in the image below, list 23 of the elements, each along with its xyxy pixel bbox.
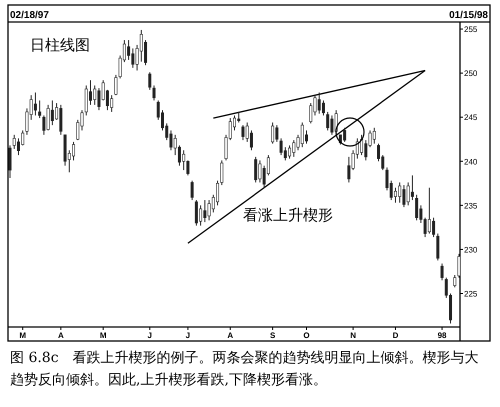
text: 02/18/97 bbox=[10, 10, 50, 21]
caption: 图 6.8c 看跌上升楔形的例子。两条会聚的趋势线明显向上倾斜。楔形与大趋势反向倾斜。因此,上升楔形看跌,下降楔形看涨。 bbox=[10, 350, 479, 388]
x-tick-label: D bbox=[392, 331, 399, 340]
y-tick-label: 255 bbox=[464, 25, 478, 34]
x-tick-label: S bbox=[270, 331, 276, 340]
x-tick-label: N bbox=[350, 331, 356, 340]
x-tick-label: 98 bbox=[438, 331, 448, 340]
annotation: 日柱线图 bbox=[30, 37, 90, 54]
x-tick-label: M bbox=[19, 331, 26, 340]
x-tick-label: A bbox=[227, 331, 234, 340]
y-tick-label: 250 bbox=[464, 69, 478, 78]
x-tick-label: O bbox=[303, 331, 310, 340]
y-tick-label: 235 bbox=[464, 201, 478, 210]
y-tick-label: 230 bbox=[464, 245, 478, 254]
x-tick-label: J bbox=[148, 331, 152, 340]
y-tick-label: 225 bbox=[464, 290, 478, 299]
x-tick-label: M bbox=[100, 331, 107, 340]
y-tick-label: 245 bbox=[464, 113, 478, 122]
y-tick-label: 240 bbox=[464, 157, 478, 166]
x-tick-label: A bbox=[58, 331, 64, 340]
x-tick-label: J bbox=[186, 331, 190, 340]
text: 01/15/98 bbox=[449, 10, 488, 21]
annotation: 看涨上升楔形 bbox=[243, 207, 333, 224]
